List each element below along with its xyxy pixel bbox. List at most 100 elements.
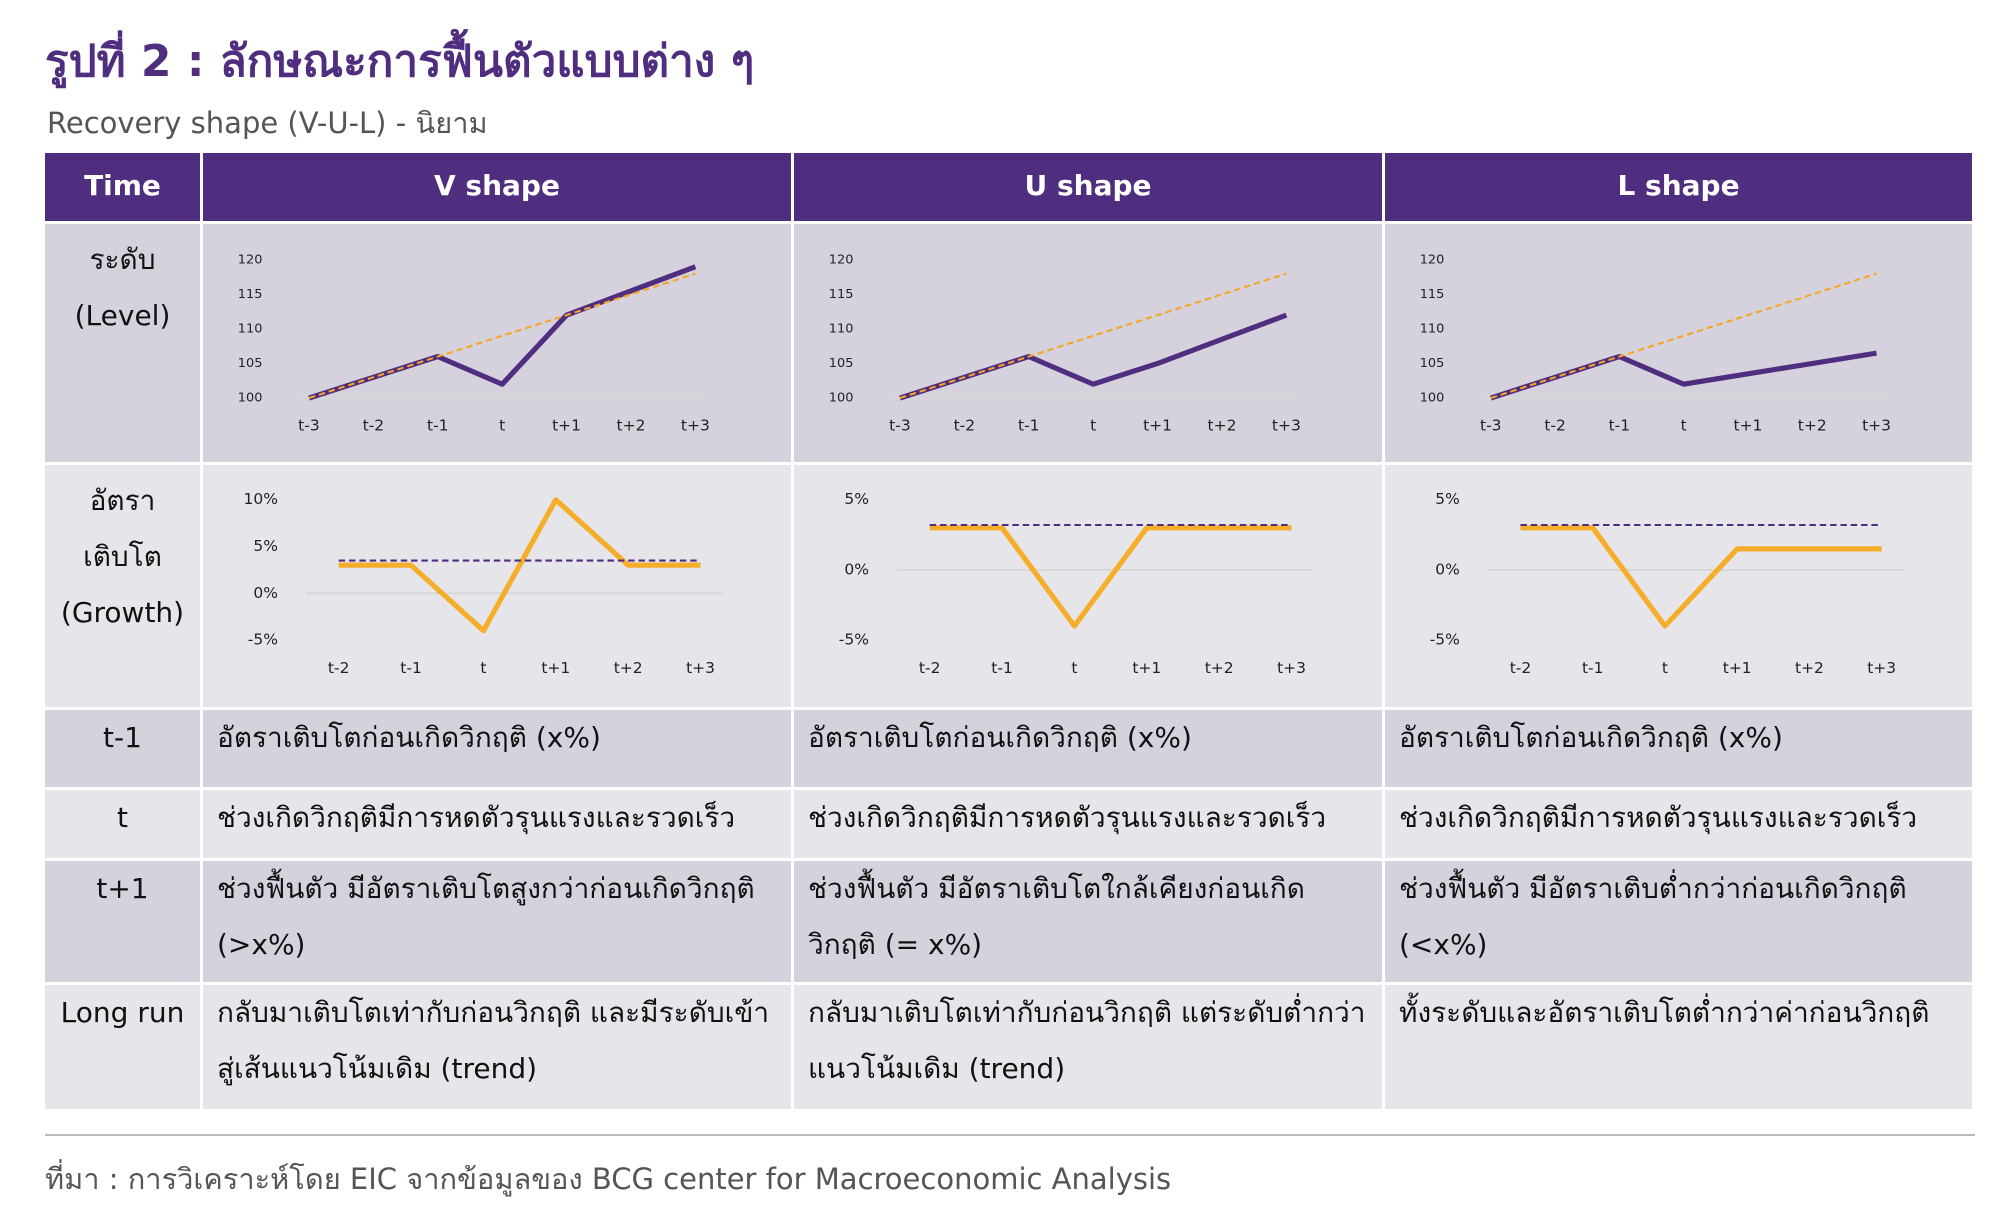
text-cell: ช่วงฟื้นตัว มีอัตราเติบโตสูงกว่าก่อนเกิด… <box>203 861 794 985</box>
chart-cell: 100 105 110 115 120 t-3 t-2 t-1 t t+1 t+2 t+3 <box>794 224 1385 465</box>
x-tick-label: t <box>1090 417 1096 435</box>
x-tick-label: t+3 <box>686 659 715 677</box>
x-tick-label: t+2 <box>1798 417 1827 435</box>
y-tick-label: 115 <box>1420 287 1445 302</box>
row-label-text: ระดับ <box>89 243 156 276</box>
cell-text: อัตราเติบโตก่อนเกิดวิกฤติ (x%) <box>808 721 1192 754</box>
row-label-text: (Level) <box>74 299 171 332</box>
x-tick-label: t-1 <box>1582 659 1603 677</box>
cell-text: ช่วงฟื้นตัว มีอัตราเติบต่ำกว่าก่อนเกิดวิ… <box>1399 872 1907 961</box>
x-tick-label: t-2 <box>1544 417 1565 435</box>
dashed-line <box>899 272 1287 399</box>
text-cell: อัตราเติบโตก่อนเกิดวิกฤติ (x%) <box>203 710 794 790</box>
cell-text: ช่วงเกิดวิกฤติมีการหดตัวรุนแรงและรวดเร็ว <box>1399 801 1918 834</box>
chart: 10% 5% 0% -5% t-2 t-1 t t+1 t+2 t+3 <box>243 490 723 677</box>
dashed-line <box>308 272 696 399</box>
text-cell: ช่วงฟื้นตัว มีอัตราเติบต่ำกว่าก่อนเกิดวิ… <box>1385 861 1975 985</box>
x-tick-label: t-1 <box>991 659 1013 677</box>
x-tick-label: t-1 <box>427 417 449 435</box>
cell-text: ทั้งระดับและอัตราเติบโตต่ำกว่าค่าก่อนวิก… <box>1399 996 1930 1029</box>
x-tick-label: t <box>1071 659 1077 677</box>
y-tick-label: 100 <box>238 391 263 406</box>
line <box>308 264 697 401</box>
x-tick-label: t+1 <box>1734 417 1763 435</box>
row-label-text: เติบโต <box>83 540 162 573</box>
x-tick-label: t-3 <box>889 417 911 435</box>
x-tick-label: t-2 <box>919 659 941 677</box>
cell-text: ช่วงเกิดวิกฤติมีการหดตัวรุนแรงและรวดเร็ว <box>808 801 1327 834</box>
y-tick-label: 0% <box>844 560 869 578</box>
x-tick-label: t+1 <box>541 659 570 677</box>
x-tick-label: t+2 <box>1795 659 1824 677</box>
x-tick-label: t-2 <box>1510 659 1531 677</box>
y-tick-label: 10% <box>243 490 277 508</box>
x-tick-label: t+1 <box>552 417 581 435</box>
x-tick-label: t+1 <box>1132 659 1161 677</box>
x-tick-label: t+3 <box>1277 659 1306 677</box>
y-tick-label: 120 <box>238 252 263 267</box>
row-label: t+1 <box>45 861 203 985</box>
chart-cell: 10% 5% 0% -5% t-2 t-1 t t+1 t+2 t+3 <box>203 465 794 710</box>
line <box>929 525 1292 629</box>
line <box>1489 350 1877 401</box>
x-tick-label: t <box>1681 417 1687 435</box>
row-label: อัตราเติบโต (Growth) <box>45 465 203 710</box>
x-tick-label: t-1 <box>400 659 422 677</box>
chart: 100 105 110 115 120 t-3 t-2 t-1 t t+1 t+2 t+3 <box>238 252 710 435</box>
chart-cell: 100 105 110 115 120 t-3 t-2 t-1 t t+1 t+2 t+3 <box>1385 224 1975 465</box>
chart: 5% 0% -5% t-2 t-1 t t+1 t+2 t+3 <box>1430 490 1904 677</box>
y-tick-label: 105 <box>238 356 263 371</box>
text-cell: ช่วงเกิดวิกฤติมีการหดตัวรุนแรงและรวดเร็ว <box>1385 790 1975 861</box>
header-text: U shape <box>1024 169 1152 202</box>
text-cell: อัตราเติบโตก่อนเกิดวิกฤติ (x%) <box>794 710 1385 790</box>
x-tick-label: t-2 <box>328 659 350 677</box>
x-tick-label: t-1 <box>1018 417 1040 435</box>
chart: 100 105 110 115 120 t-3 t-2 t-1 t t+1 t+2 t+3 <box>829 252 1301 435</box>
x-tick-label: t-2 <box>363 417 385 435</box>
y-tick-label: -5% <box>1430 631 1460 649</box>
chart-cell: 5% 0% -5% t-2 t-1 t t+1 t+2 t+3 <box>794 465 1385 710</box>
y-tick-label: 100 <box>829 391 854 406</box>
row-label: t-1 <box>45 710 203 790</box>
x-tick-label: t <box>499 417 505 435</box>
header-text: V shape <box>434 169 560 202</box>
x-tick-label: t-1 <box>1609 417 1630 435</box>
cell-text: ช่วงเกิดวิกฤติมีการหดตัวรุนแรงและรวดเร็ว <box>217 801 736 834</box>
cell-text: อัตราเติบโตก่อนเกิดวิกฤติ (x%) <box>217 721 601 754</box>
cell-text: กลับมาเติบโตเท่ากับก่อนวิกฤติ แต่ระดับต่… <box>808 996 1366 1085</box>
y-tick-label: 120 <box>1420 252 1445 267</box>
x-tick-label: t-2 <box>954 417 976 435</box>
y-tick-label: 105 <box>1420 356 1445 371</box>
y-tick-label: 0% <box>253 584 278 602</box>
y-tick-label: 110 <box>1420 321 1445 336</box>
divider <box>45 1134 1975 1136</box>
subtitle: Recovery shape (V-U-L) - นิยาม <box>47 106 488 140</box>
line <box>899 312 1288 401</box>
x-tick-label: t+3 <box>1272 417 1301 435</box>
cell-text: อัตราเติบโตก่อนเกิดวิกฤติ (x%) <box>1399 721 1783 754</box>
text-cell: ช่วงฟื้นตัว มีอัตราเติบโตใกล้เคียงก่อนเก… <box>794 861 1385 985</box>
row-label: ระดับ (Level) <box>45 224 203 465</box>
cell-text: ช่วงฟื้นตัว มีอัตราเติบโตสูงกว่าก่อนเกิด… <box>217 872 755 961</box>
row-label-text: อัตรา <box>89 484 156 517</box>
line <box>1520 525 1882 629</box>
row-label-text: t-1 <box>103 721 142 754</box>
x-tick-label: t+3 <box>1867 659 1896 677</box>
cell-text: กลับมาเติบโตเท่ากับก่อนวิกฤติ และมีระดับ… <box>217 996 770 1085</box>
row-label-text: Long run <box>60 996 185 1029</box>
x-tick-label: t <box>1662 659 1668 677</box>
x-tick-label: t+1 <box>1723 659 1752 677</box>
chart-cell: 5% 0% -5% t-2 t-1 t t+1 t+2 t+3 <box>1385 465 1975 710</box>
y-tick-label: 5% <box>844 490 869 508</box>
header-cell: Time <box>45 153 203 224</box>
y-tick-label: 0% <box>1435 560 1460 578</box>
text-cell: ทั้งระดับและอัตราเติบโตต่ำกว่าค่าก่อนวิก… <box>1385 985 1975 1112</box>
x-tick-label: t+2 <box>1208 417 1237 435</box>
y-tick-label: 110 <box>238 321 263 336</box>
x-tick-label: t+3 <box>1862 417 1891 435</box>
title: รูปที่ 2 : ลักษณะการฟื้นตัวแบบต่าง ๆ <box>45 36 755 87</box>
x-tick-label: t+3 <box>681 417 710 435</box>
row-label-text: t+1 <box>96 872 149 905</box>
row-label-text: (Growth) <box>60 596 185 629</box>
